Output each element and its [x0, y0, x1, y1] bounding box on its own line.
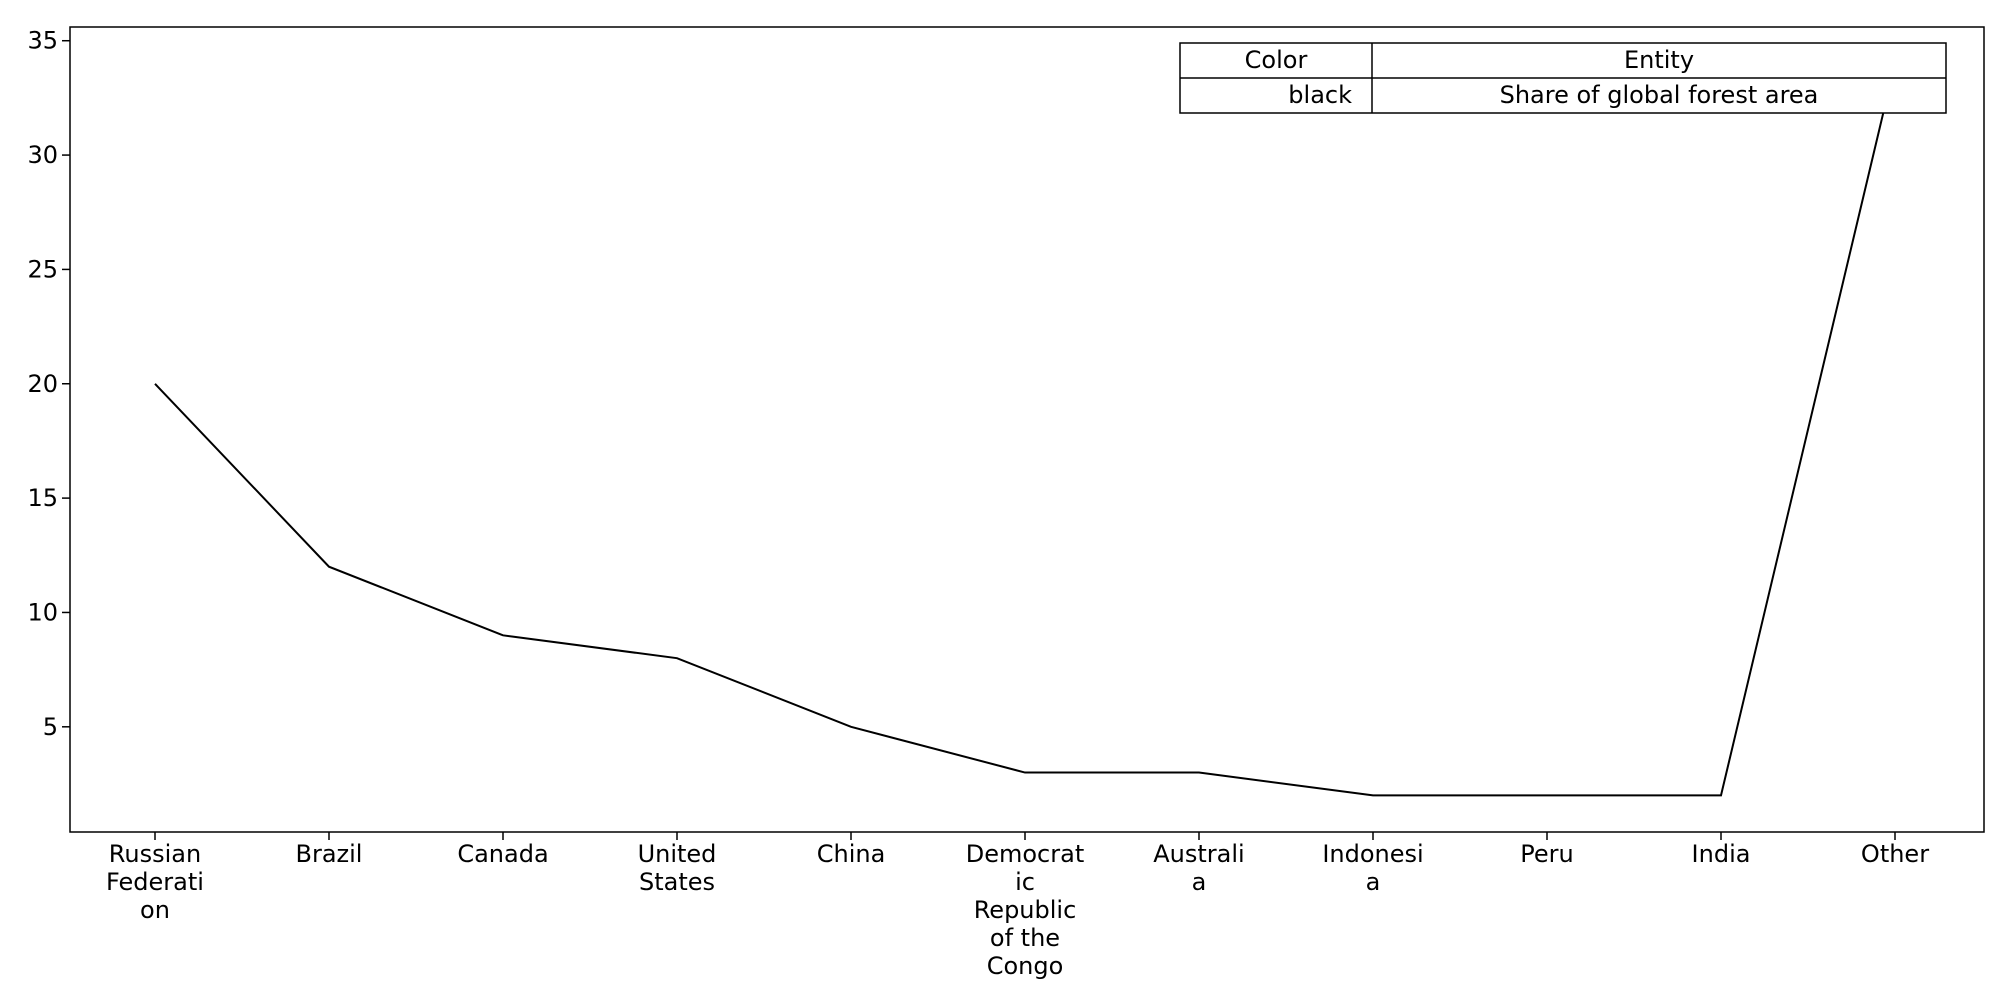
- legend-table: Color Entity black Share of global fores…: [1179, 42, 1947, 114]
- legend-row-entity-value: Share of global forest area: [1500, 81, 1819, 109]
- y-tick-label: 25: [27, 255, 58, 283]
- legend-row-color-value: black: [1288, 81, 1352, 109]
- x-tick-label: Brazil: [296, 840, 363, 868]
- x-tick-label: India: [1692, 840, 1751, 868]
- x-tick-label: Canada: [457, 840, 548, 868]
- y-tick-label: 15: [27, 484, 58, 512]
- x-tick-label: Other: [1861, 840, 1929, 868]
- y-tick-label: 20: [27, 370, 58, 398]
- x-tick-label: Peru: [1520, 840, 1573, 868]
- legend-header-entity: Entity: [1624, 46, 1694, 74]
- x-axis: Russian Federati on Brazil Canada United State…: [106, 832, 1929, 980]
- y-tick-label: 30: [27, 141, 58, 169]
- y-tick-label: 5: [43, 713, 58, 741]
- y-axis: 5 10 15 20 25 30 35: [27, 27, 70, 741]
- x-tick-label: Australi a: [1153, 840, 1244, 896]
- legend-header-color: Color: [1245, 46, 1308, 74]
- y-tick-label: 10: [27, 598, 58, 626]
- series-line-share-of-global-forest-area: [154, 63, 1896, 797]
- plot-area-frame: [69, 26, 1985, 833]
- x-tick-label: Democrat ic Republic of the Congo: [966, 840, 1085, 980]
- x-tick-label: Russian Federati on: [106, 840, 204, 924]
- x-tick-label: China: [817, 840, 886, 868]
- y-tick-label: 35: [27, 27, 58, 55]
- x-tick-label: Indonesi a: [1322, 840, 1423, 896]
- x-tick-label: United States: [638, 840, 717, 896]
